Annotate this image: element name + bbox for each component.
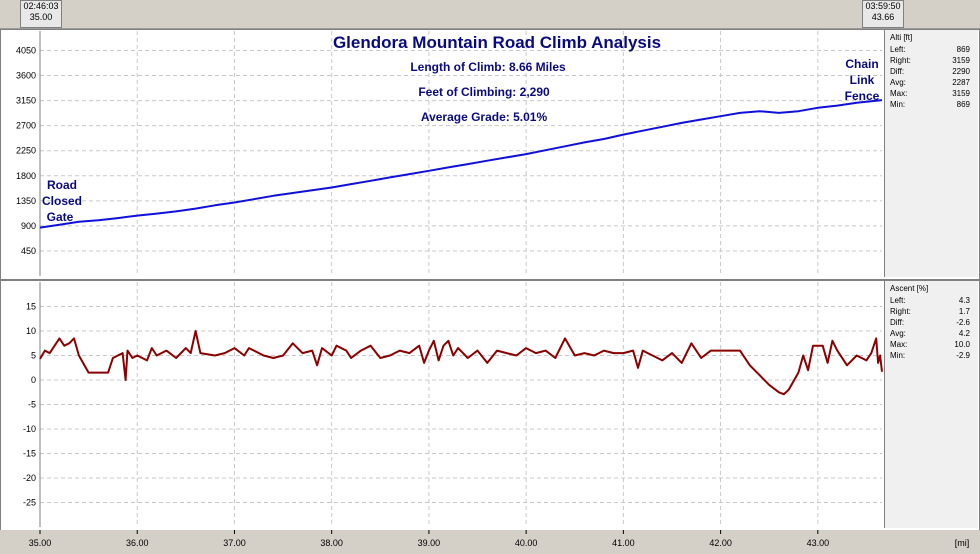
altitude-y-tick-label: 1350: [16, 196, 36, 206]
ascent-stats-panel: Ascent [%] Left: 4.3 Right: 1.7 Diff: -2.6 …: [884, 281, 978, 528]
left-cursor-marker[interactable]: 02:46:03 35.00: [20, 0, 62, 28]
x-tick-label: 36.00: [126, 538, 149, 548]
right-cursor-marker[interactable]: 03:59:50 43.66: [862, 0, 904, 28]
altitude-y-tick-label: 1800: [16, 171, 36, 181]
ascent-y-tick-label: 15: [26, 302, 36, 312]
ascent-y-tick-label: -10: [23, 424, 36, 434]
start-label-line-2: Closed: [42, 194, 82, 208]
end-label-line-2: Link: [850, 73, 875, 87]
start-label-line-3: Gate: [47, 210, 74, 224]
left-marker-time: 02:46:03: [23, 1, 59, 11]
ascent-y-tick-label: 0: [31, 375, 36, 385]
altitude-plot-area: 450 900 1350 1800 2250 2700 3150 3600 4050: [16, 31, 883, 276]
ascent-panel: [0, 280, 980, 531]
ascent-stat-avg: Avg: 4.2: [890, 329, 970, 338]
altitude-stat-right: Right: 3159: [890, 56, 970, 65]
x-tick-label: 41.00: [612, 538, 635, 548]
altitude-y-tick-label: 450: [21, 246, 36, 256]
altitude-stat-left: Left: 869: [890, 45, 970, 54]
ascent-stat-min: Min: -2.9: [890, 351, 970, 360]
altitude-stat-min: Min: 869: [890, 100, 970, 109]
altitude-stat-avg: Avg: 2287: [890, 78, 970, 87]
ascent-y-tick-label: 5: [31, 351, 36, 361]
altitude-y-tick-label: 2250: [16, 146, 36, 156]
x-tick-label: 43.00: [807, 538, 830, 548]
altitude-panel: [0, 29, 980, 280]
end-label-line-1: Chain: [845, 57, 878, 71]
altitude-y-tick-label: 3600: [16, 71, 36, 81]
x-tick-label: 37.00: [223, 538, 246, 548]
altitude-series-line: [39, 99, 883, 229]
altitude-stat-diff: Diff: 2290: [890, 67, 970, 76]
altitude-stats-header: Alti [ft]: [890, 33, 913, 42]
chart-title: Glendora Mountain Road Climb Analysis: [333, 33, 661, 52]
x-axis-unit: [mi]: [955, 538, 970, 548]
x-axis-strip: [0, 530, 980, 554]
x-tick-label: 42.00: [709, 538, 732, 548]
ascent-stat-diff: Diff: -2.6: [890, 318, 970, 327]
ascent-y-tick-label: -15: [23, 449, 36, 459]
altitude-stat-max: Max: 3159: [890, 89, 970, 98]
ascent-stat-max: Max: 10.0: [890, 340, 970, 349]
ascent-stats-header: Ascent [%]: [890, 284, 929, 293]
ascent-y-tick-label: 10: [26, 326, 36, 336]
grade-annotation: Average Grade: 5.01%: [421, 110, 548, 124]
x-axis: 35.00 36.00 37.00 38.00 39.00 40.00 41.00 42.00…: [29, 530, 970, 548]
right-marker-distance: 43.66: [871, 12, 895, 22]
end-label-line-3: Fence: [845, 89, 880, 103]
length-annotation: Length of Climb: 8.66 Miles: [410, 60, 566, 74]
altitude-y-tick-label: 4050: [16, 45, 36, 55]
altitude-stats-panel: Alti [ft] Left: 869 Right: 3159 Diff: 2290 …: [884, 30, 978, 277]
ascent-stat-right: Right: 1.7: [890, 307, 970, 316]
feet-annotation: Feet of Climbing: 2,290: [418, 85, 550, 99]
ascent-y-tick-label: -20: [23, 473, 36, 483]
x-tick-label: 38.00: [320, 538, 343, 548]
ascent-series-line: [39, 330, 883, 396]
ascent-plot-area: 15 10 5 0 -5 -10 -15 -20 -25: [23, 282, 883, 527]
x-tick-label: 39.00: [418, 538, 441, 548]
x-tick-label: 35.00: [29, 538, 52, 548]
altitude-y-tick-label: 3150: [16, 96, 36, 106]
altitude-y-tick-label: 900: [21, 221, 36, 231]
ascent-y-tick-label: -25: [23, 498, 36, 508]
ascent-y-tick-label: -5: [28, 400, 36, 410]
altitude-y-tick-label: 2700: [16, 121, 36, 131]
start-label-line-1: Road: [47, 178, 77, 192]
right-marker-time: 03:59:50: [865, 1, 901, 11]
left-marker-distance: 35.00: [29, 12, 53, 22]
ascent-stat-left: Left: 4.3: [890, 296, 970, 305]
marker-bar: 02:46:03 35.00 03:59:50 43.66: [0, 0, 980, 29]
x-tick-label: 40.00: [515, 538, 538, 548]
